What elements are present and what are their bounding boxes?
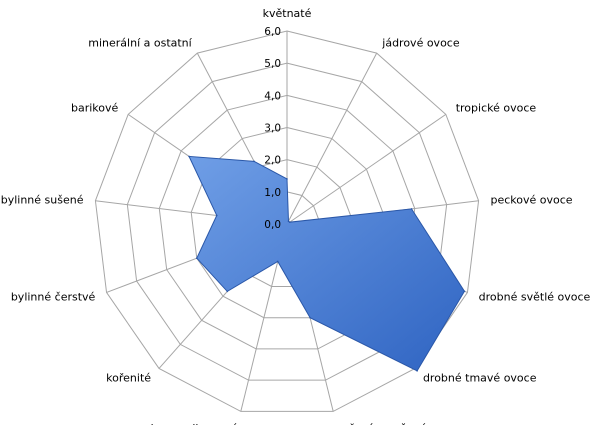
category-label: minerální a ostatní [88, 36, 192, 49]
data-point-9 [195, 257, 198, 260]
r-tick-label: 5,0 [264, 58, 281, 70]
category-labels: květnaté jádrové ovoce tropické ovoce pecko… [1, 7, 590, 430]
category-label: jádrové ovoce [381, 36, 460, 49]
r-tick-label: 4,0 [264, 90, 281, 102]
data-point-10 [215, 214, 218, 217]
data-point-11 [188, 155, 190, 158]
grid-ring-5 [126, 62, 448, 381]
data-point-3 [410, 208, 413, 210]
grid-ring-6 [94, 30, 480, 412]
category-label: bylinné čerstvé [11, 291, 96, 304]
grid-ring-4 [158, 94, 416, 350]
radar-series-layer [188, 155, 466, 372]
data-point-12 [253, 160, 255, 163]
data-point-2 [288, 221, 291, 223]
category-label: drobné světlé ovoce [479, 291, 590, 304]
radial-axis-ticks: 0,0 1,0 2,0 3,0 4,0 5,0 6,0 [264, 26, 281, 231]
spoke-2 [286, 113, 447, 225]
r-tick-label: 0,0 [264, 219, 281, 231]
data-point-4 [463, 290, 466, 293]
data-point-8 [226, 290, 229, 293]
spoke-1 [286, 52, 378, 225]
data-point-5 [416, 370, 418, 372]
r-tick-label: 2,0 [264, 155, 281, 167]
category-label: barikové [71, 102, 119, 115]
data-point-0 [286, 178, 288, 180]
data-point-1 [287, 220, 290, 222]
category-label: květnaté [263, 7, 312, 20]
category-label: drobné tmavé ovoce [423, 371, 537, 384]
data-point-7 [276, 260, 279, 263]
category-label: peckové ovoce [491, 193, 573, 206]
category-label: kořenité [106, 371, 151, 384]
category-label: tropické ovoce [456, 102, 537, 115]
data-point-6 [309, 316, 311, 319]
r-tick-label: 3,0 [264, 123, 281, 135]
r-tick-label: 1,0 [264, 187, 281, 199]
series-area-0 [188, 155, 466, 372]
category-label: bylinné sušené [1, 193, 84, 206]
r-tick-label: 6,0 [264, 26, 281, 38]
